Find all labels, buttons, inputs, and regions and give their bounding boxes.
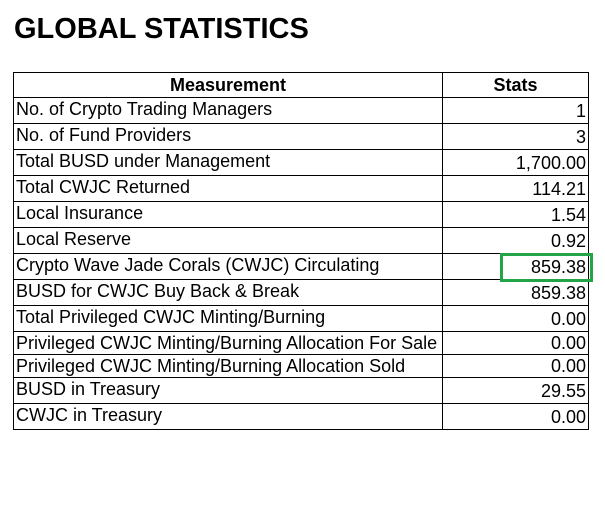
stats-cell: 1.54 [442, 201, 589, 228]
global-statistics-table: Measurement Stats No. of Crypto Trading … [13, 72, 589, 430]
stats-cell: 114.21 [442, 175, 589, 202]
stats-cell: 0.00 [442, 331, 589, 355]
stats-cell-highlighted: 859.38 [442, 253, 589, 280]
measurement-cell: BUSD for CWJC Buy Back & Break [13, 279, 443, 306]
stats-cell: 0.00 [442, 354, 589, 378]
stats-cell: 1 [442, 97, 589, 124]
table-header: Measurement Stats [13, 72, 589, 98]
stats-cell: 3 [442, 123, 589, 150]
table-row: No. of Crypto Trading Managers 1 [13, 97, 589, 124]
table-row: Total CWJC Returned 114.21 [13, 175, 589, 202]
measurement-cell: Total CWJC Returned [13, 175, 443, 202]
stats-cell: 0.92 [442, 227, 589, 254]
header-row: Measurement Stats [13, 72, 589, 98]
table-row: Local Insurance 1.54 [13, 201, 589, 228]
measurement-cell: Local Insurance [13, 201, 443, 228]
measurement-cell: Total Privileged CWJC Minting/Burning [13, 305, 443, 332]
measurement-cell: Privileged CWJC Minting/Burning Allocati… [13, 354, 443, 378]
measurement-cell: Local Reserve [13, 227, 443, 254]
stats-cell: 0.00 [442, 403, 589, 430]
column-header-stats: Stats [442, 72, 589, 98]
measurement-cell: Privileged CWJC Minting/Burning Allocati… [13, 331, 443, 355]
table-row: Privileged CWJC Minting/Burning Allocati… [13, 331, 589, 355]
measurement-cell: No. of Crypto Trading Managers [13, 97, 443, 124]
table-row: No. of Fund Providers 3 [13, 123, 589, 150]
table-body: No. of Crypto Trading Managers 1 No. of … [13, 97, 589, 430]
stats-cell: 0.00 [442, 305, 589, 332]
table-row: BUSD in Treasury 29.55 [13, 377, 589, 404]
measurement-cell: Crypto Wave Jade Corals (CWJC) Circulati… [13, 253, 443, 280]
stats-cell: 29.55 [442, 377, 589, 404]
measurement-cell: CWJC in Treasury [13, 403, 443, 430]
table-row: BUSD for CWJC Buy Back & Break 859.38 [13, 279, 589, 306]
table-row: Total BUSD under Management 1,700.00 [13, 149, 589, 176]
table-row: Privileged CWJC Minting/Burning Allocati… [13, 354, 589, 378]
table-row: Local Reserve 0.92 [13, 227, 589, 254]
page-title: GLOBAL STATISTICS [14, 13, 309, 45]
measurement-cell: Total BUSD under Management [13, 149, 443, 176]
table-row: Total Privileged CWJC Minting/Burning 0.… [13, 305, 589, 332]
measurement-cell: BUSD in Treasury [13, 377, 443, 404]
table-row-highlighted: Crypto Wave Jade Corals (CWJC) Circulati… [13, 253, 589, 280]
stats-cell: 859.38 [442, 279, 589, 306]
stats-cell: 1,700.00 [442, 149, 589, 176]
table-row: CWJC in Treasury 0.00 [13, 403, 589, 430]
column-header-measurement: Measurement [13, 72, 443, 98]
measurement-cell: No. of Fund Providers [13, 123, 443, 150]
